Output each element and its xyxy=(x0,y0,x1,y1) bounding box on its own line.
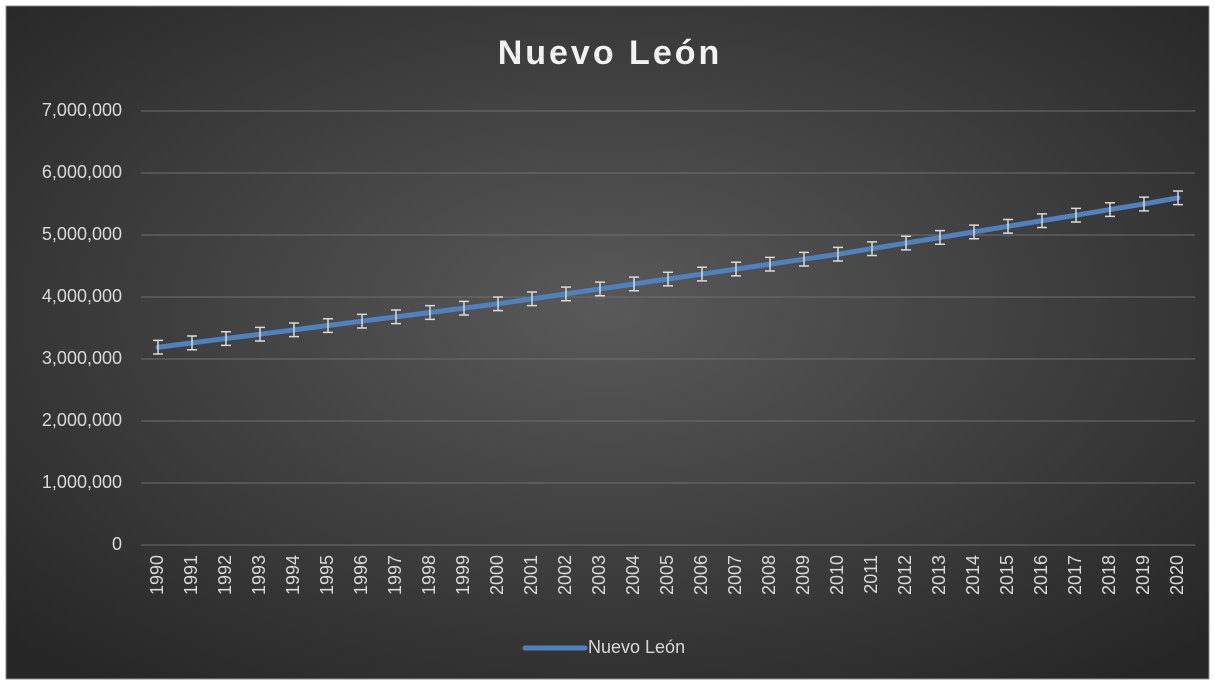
x-tick-label: 2014 xyxy=(963,555,983,595)
x-tick-label: 1991 xyxy=(181,555,201,595)
chart-title: Nuevo León xyxy=(498,34,723,72)
x-tick-label: 2013 xyxy=(929,555,949,595)
error-bar xyxy=(595,281,605,297)
error-bar xyxy=(289,322,299,338)
x-tick-label: 2020 xyxy=(1167,555,1187,595)
x-tick-label: 2015 xyxy=(997,555,1017,595)
error-bar xyxy=(493,296,503,312)
error-bar xyxy=(731,261,741,277)
error-bar xyxy=(527,291,537,307)
error-bar xyxy=(833,246,843,262)
y-tick-label: 3,000,000 xyxy=(42,348,122,368)
x-tick-label: 2000 xyxy=(487,555,507,595)
y-tick-label: 5,000,000 xyxy=(42,224,122,244)
error-bar xyxy=(425,304,435,321)
error-bar xyxy=(799,251,809,267)
x-tick-label: 2006 xyxy=(691,555,711,595)
x-tick-label: 2016 xyxy=(1031,555,1051,595)
error-bar xyxy=(153,339,163,355)
x-tick-label: 1994 xyxy=(283,555,303,595)
x-tick-label: 2011 xyxy=(861,555,881,594)
error-bar xyxy=(561,286,571,302)
x-tick-label: 1990 xyxy=(147,555,167,595)
x-tick-label: 2004 xyxy=(623,555,643,595)
x-tick-label: 2019 xyxy=(1133,555,1153,595)
error-bar xyxy=(901,235,911,251)
x-tick-label: 2005 xyxy=(657,555,677,595)
y-tick-label: 4,000,000 xyxy=(42,286,122,306)
x-tick-label: 2001 xyxy=(521,555,541,595)
error-bar xyxy=(1173,190,1183,206)
x-tick-label: 1997 xyxy=(385,555,405,595)
error-bar xyxy=(357,313,367,329)
error-bar xyxy=(1071,207,1081,223)
error-bar xyxy=(629,276,639,292)
y-tick-label: 0 xyxy=(112,534,122,554)
y-tick-label: 1,000,000 xyxy=(42,472,122,492)
error-bar xyxy=(1037,213,1047,229)
x-tick-label: 2012 xyxy=(895,555,915,595)
x-tick-label: 2003 xyxy=(589,555,609,595)
error-bar xyxy=(765,256,775,272)
x-tick-label: 2018 xyxy=(1099,555,1119,595)
error-bar xyxy=(697,266,707,282)
y-tick-label: 6,000,000 xyxy=(42,162,122,182)
x-tick-label: 2002 xyxy=(555,555,575,595)
x-tick-label: 2009 xyxy=(793,555,813,595)
error-bar xyxy=(1105,202,1115,218)
error-bar xyxy=(1139,196,1149,212)
error-bar xyxy=(391,309,401,325)
x-tick-label: 2010 xyxy=(827,555,847,595)
error-bar xyxy=(663,271,673,287)
x-tick-label: 1998 xyxy=(419,555,439,595)
error-bar xyxy=(459,300,469,316)
error-bar xyxy=(323,317,333,334)
x-tick-label: 2017 xyxy=(1065,555,1085,595)
x-tick-label: 1996 xyxy=(351,555,371,595)
x-tick-label: 1992 xyxy=(215,555,235,595)
error-bar xyxy=(255,326,265,342)
error-bar xyxy=(187,335,197,351)
x-tick-label: 1999 xyxy=(453,555,473,595)
error-bar xyxy=(221,330,231,347)
x-tick-label: 1993 xyxy=(249,555,269,595)
error-bar xyxy=(969,224,979,240)
legend-label: Nuevo León xyxy=(588,637,685,657)
error-bar xyxy=(1003,218,1013,234)
y-tick-label: 2,000,000 xyxy=(42,410,122,430)
x-tick-label: 1995 xyxy=(317,555,337,595)
error-bar xyxy=(867,241,877,257)
x-tick-label: 2007 xyxy=(725,555,745,595)
y-tick-label: 7,000,000 xyxy=(42,100,122,120)
error-bar xyxy=(935,229,945,246)
x-tick-label: 2008 xyxy=(759,555,779,595)
